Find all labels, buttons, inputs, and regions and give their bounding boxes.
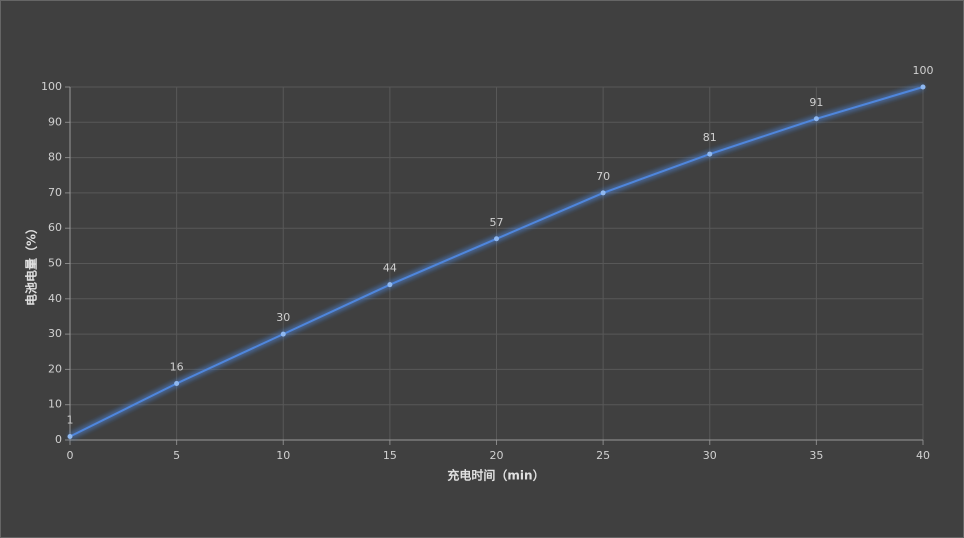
x-tick-label: 40 — [916, 449, 930, 462]
point — [813, 116, 819, 122]
data-label: 44 — [383, 262, 397, 275]
y-tick-label: 100 — [41, 80, 62, 93]
data-label: 1 — [67, 413, 74, 426]
x-tick-label: 15 — [383, 449, 397, 462]
point — [494, 236, 499, 242]
data-label: 16 — [170, 361, 184, 374]
x-axis-title: 充电时间（min） — [447, 468, 544, 483]
x-tick-label: 10 — [276, 449, 290, 462]
x-tick-label: 0 — [67, 449, 74, 462]
y-tick-label: 50 — [48, 257, 62, 270]
x-tick-label: 30 — [703, 449, 717, 462]
y-tick-label: 30 — [48, 327, 62, 340]
y-tick-label: 0 — [55, 433, 62, 446]
x-tick-label: 35 — [809, 449, 823, 462]
point — [174, 381, 180, 387]
point — [600, 190, 606, 196]
point — [280, 331, 286, 337]
y-tick-label: 40 — [48, 292, 62, 305]
point — [920, 84, 926, 90]
y-tick-label: 20 — [48, 362, 62, 375]
y-tick-label: 70 — [48, 186, 62, 199]
data-label: 100 — [913, 64, 934, 77]
data-label: 57 — [490, 216, 504, 229]
y-tick-label: 90 — [48, 115, 62, 128]
y-axis-title: 电池电量（%） — [24, 222, 39, 306]
x-tick-label: 20 — [490, 449, 504, 462]
data-label: 91 — [809, 96, 823, 109]
x-tick-label: 5 — [173, 449, 180, 462]
data-label: 81 — [703, 131, 717, 144]
y-tick-label: 10 — [48, 398, 62, 411]
y-tick-label: 80 — [48, 151, 62, 164]
data-label: 70 — [596, 170, 610, 183]
point — [67, 433, 73, 439]
data-label: 30 — [276, 311, 290, 324]
y-tick-label: 60 — [48, 221, 62, 234]
x-tick-label: 25 — [596, 449, 610, 462]
point — [707, 151, 713, 157]
point — [387, 282, 393, 288]
